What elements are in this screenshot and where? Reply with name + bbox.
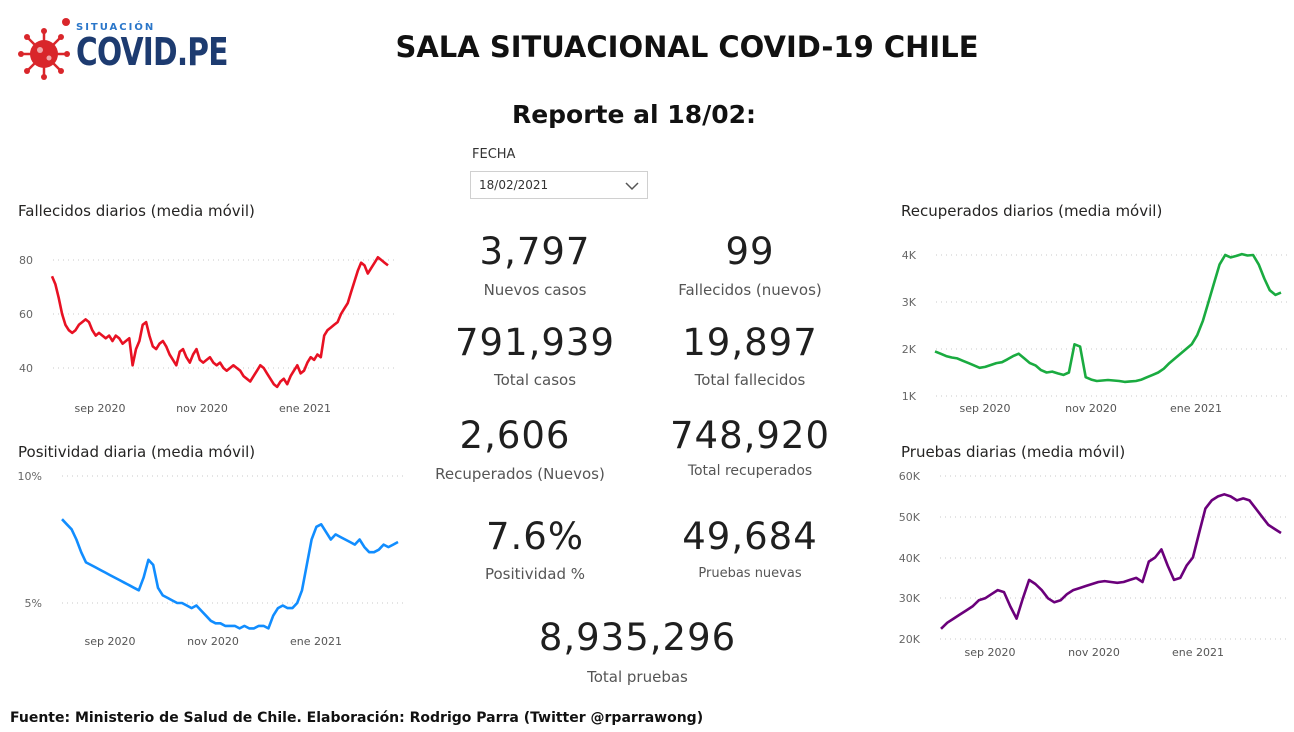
x-tick-label: nov 2020 <box>1065 402 1117 415</box>
kpi-total-cases-value: 791,939 <box>454 321 615 364</box>
kpi-new-deaths-value: 99 <box>725 230 775 273</box>
chart-title-deaths: Fallecidos diarios (media móvil) <box>18 202 255 220</box>
kpi-positivity-label: Positividad % <box>484 565 586 583</box>
y-tick-label: 5% <box>25 597 42 610</box>
x-tick-label: sep 2020 <box>75 402 126 415</box>
kpi-new-tests-value: 49,684 <box>682 515 818 558</box>
x-tick-label: sep 2020 <box>960 402 1011 415</box>
date-filter-value: 18/02/2021 <box>479 178 549 192</box>
y-tick-label: 4K <box>902 249 917 262</box>
chart-title-recovered: Recuperados diarios (media móvil) <box>901 202 1163 220</box>
y-tick-label: 2K <box>902 343 917 356</box>
y-tick-label: 40K <box>899 552 921 565</box>
kpi-total-recovered-label: Total recuperados <box>687 463 813 479</box>
logo <box>18 16 208 82</box>
kpi-total-recovered-value: 748,920 <box>669 414 830 457</box>
kpi-total-deaths-label: Total fallecidos <box>694 371 806 389</box>
footer-source: Fuente: Ministerio de Salud de Chile. El… <box>10 710 704 726</box>
series-line <box>940 492 1282 630</box>
y-tick-label: 1K <box>902 390 917 403</box>
x-tick-label: ene 2021 <box>1172 646 1224 659</box>
logo-small-text: SITUACIÓN <box>76 22 156 33</box>
y-tick-label: 10% <box>18 470 42 483</box>
x-tick-label: ene 2021 <box>279 402 331 415</box>
kpi-total-deaths-value: 19,897 <box>682 321 818 364</box>
logo-brand-text: COVID.PE <box>76 30 229 74</box>
y-tick-label: 50K <box>899 511 921 524</box>
date-filter-label: FECHA <box>472 147 516 162</box>
series-line <box>61 518 399 630</box>
kpi-new-cases-value: 3,797 <box>479 230 591 273</box>
y-tick-label: 40 <box>19 362 33 375</box>
kpi-total-cases-label: Total casos <box>493 371 577 389</box>
kpi-new-deaths-label: Fallecidos (nuevos) <box>678 281 822 299</box>
y-tick-label: 80 <box>19 254 33 267</box>
kpi-new-recovered-label: Recuperados (Nuevos) <box>435 465 605 483</box>
page-title: SALA SITUACIONAL COVID-19 CHILE <box>395 30 979 64</box>
date-filter-dropdown[interactable]: 18/02/2021 <box>470 171 648 199</box>
kpi-positivity-value: 7.6% <box>486 515 584 558</box>
y-tick-label: 20K <box>899 633 921 646</box>
report-date-subtitle: Reporte al 18/02: <box>511 100 757 129</box>
x-tick-label: nov 2020 <box>1068 646 1120 659</box>
virus-icon <box>18 18 70 80</box>
chart-title-tests: Pruebas diarias (media móvil) <box>901 443 1126 461</box>
kpi-total-tests-label: Total pruebas <box>587 668 688 686</box>
x-tick-label: sep 2020 <box>965 646 1016 659</box>
y-tick-label: 60 <box>19 308 33 321</box>
series-line <box>50 255 389 389</box>
series-line <box>934 252 1282 384</box>
kpi-new-recovered-value: 2,606 <box>459 414 571 457</box>
chart-title-positivity: Positividad diaria (media móvil) <box>18 443 256 461</box>
kpi-new-tests-label: Pruebas nuevas <box>698 566 802 581</box>
x-tick-label: ene 2021 <box>290 635 342 648</box>
x-tick-label: nov 2020 <box>176 402 228 415</box>
kpi-total-tests-value: 8,935,296 <box>538 616 737 659</box>
x-tick-label: ene 2021 <box>1170 402 1222 415</box>
x-tick-label: sep 2020 <box>85 635 136 648</box>
kpi-new-cases-label: Nuevos casos <box>483 281 587 299</box>
y-tick-label: 60K <box>899 470 921 483</box>
x-tick-label: nov 2020 <box>187 635 239 648</box>
y-tick-label: 30K <box>899 592 921 605</box>
y-tick-label: 3K <box>902 296 917 309</box>
chevron-down-icon <box>625 182 639 191</box>
